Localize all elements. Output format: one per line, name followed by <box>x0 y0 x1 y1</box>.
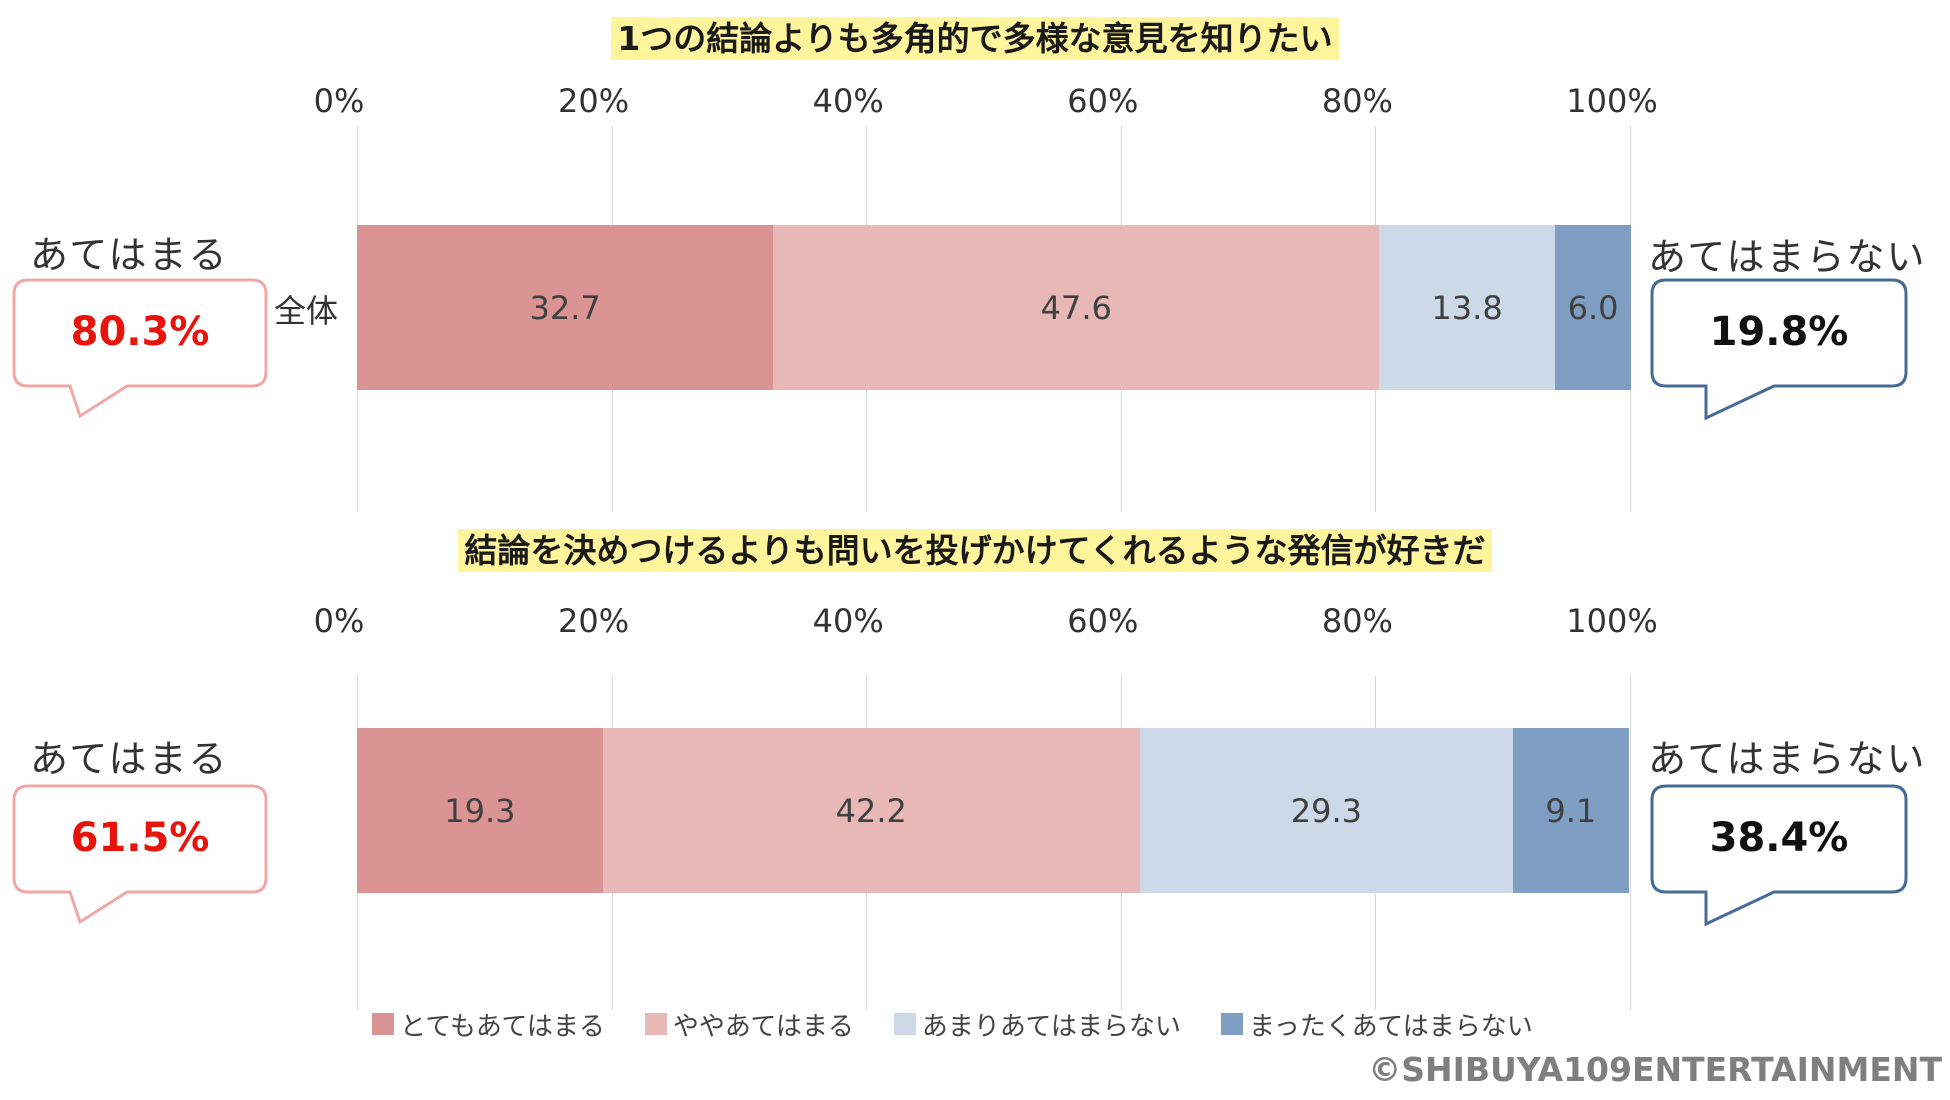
x-tick-label: 80% <box>1321 602 1393 640</box>
data-label: 13.8 <box>1431 288 1503 327</box>
legend-item: とてもあてはまる <box>372 1006 605 1043</box>
legend-swatch <box>1220 1013 1243 1035</box>
disagree-callout-shape <box>1650 784 1908 927</box>
legend-label: あまりあてはまらない <box>921 1011 1181 1042</box>
x-tick-label: 0% <box>313 82 365 120</box>
agree-callout-shape <box>12 278 268 419</box>
data-label: 6.0 <box>1567 288 1619 327</box>
chart-panel-1: 1つの結論よりも多角的で多様な意見を知りたい 全体 あてはまる 80.3% あて… <box>0 0 1950 525</box>
legend-item: まったくあてはまらない <box>1220 1006 1533 1043</box>
disagree-callout-shape <box>1650 278 1908 421</box>
disagree-value: 38.4% <box>1709 815 1849 861</box>
copyright: ©SHIBUYA109ENTERTAINMENT <box>1368 1050 1942 1089</box>
legend: とてもあてはまる ややあてはまる あまりあてはまらない まったくあてはまらない <box>372 1004 1533 1044</box>
category-label: 全体 <box>274 292 339 330</box>
agree-label: あてはまる <box>30 737 229 781</box>
bar-segment: 9.1 <box>1512 728 1629 893</box>
bar-segment: 42.2 <box>602 728 1140 893</box>
legend-item: あまりあてはまらない <box>893 1006 1181 1043</box>
data-label: 47.6 <box>1040 288 1112 327</box>
legend-label: ややあてはまる <box>672 1011 854 1042</box>
agree-value: 80.3% <box>70 309 210 355</box>
disagree-label: あてはまらない <box>1648 235 1927 279</box>
x-tick-label: 100% <box>1566 82 1658 120</box>
agree-value: 61.5% <box>70 815 210 861</box>
data-label: 9.1 <box>1545 791 1597 830</box>
bar-segment: 29.3 <box>1139 728 1513 893</box>
chart-panel-2: 結論を決めつけるよりも問いを投げかけてくれるような発信が好きだ あてはまる 61… <box>0 520 1950 1010</box>
legend-label: まったくあてはまらない <box>1248 1011 1533 1042</box>
bar-segment: 19.3 <box>357 728 603 893</box>
x-tick-label: 40% <box>812 82 884 120</box>
data-label: 19.3 <box>444 791 516 830</box>
gridline <box>1630 676 1631 1010</box>
chart-title: 結論を決めつけるよりも問いを投げかけてくれるような発信が好きだ <box>0 524 1950 572</box>
x-tick-label: 40% <box>812 602 884 640</box>
bar-segment: 32.7 <box>357 225 774 390</box>
data-label: 42.2 <box>835 791 907 830</box>
bar-segment: 6.0 <box>1554 225 1632 390</box>
chart-title: 1つの結論よりも多角的で多様な意見を知りたい <box>0 12 1950 60</box>
disagree-callout: 19.8% <box>1650 278 1908 421</box>
legend-swatch <box>372 1013 394 1035</box>
legend-item: ややあてはまる <box>644 1006 854 1043</box>
agree-callout-shape <box>12 784 268 925</box>
bar-segment: 47.6 <box>773 225 1380 390</box>
x-tick-label: 20% <box>558 82 630 120</box>
agree-label: あてはまる <box>30 233 229 277</box>
legend-swatch <box>644 1013 667 1035</box>
data-label: 29.3 <box>1290 791 1362 830</box>
legend-swatch <box>893 1013 916 1035</box>
x-tick-label: 20% <box>558 602 630 640</box>
x-tick-label: 0% <box>313 602 365 640</box>
x-tick-label: 60% <box>1067 82 1139 120</box>
bar-segment: 13.8 <box>1379 225 1555 390</box>
agree-callout: 80.3% <box>12 278 268 419</box>
x-tick-label: 80% <box>1321 82 1393 120</box>
agree-callout: 61.5% <box>12 784 268 925</box>
x-tick-label: 100% <box>1566 602 1658 640</box>
data-label: 32.7 <box>529 288 601 327</box>
legend-label: とてもあてはまる <box>400 1011 605 1042</box>
disagree-label: あてはまらない <box>1648 737 1927 781</box>
disagree-value: 19.8% <box>1709 309 1849 355</box>
disagree-callout: 38.4% <box>1650 784 1908 927</box>
x-tick-label: 60% <box>1067 602 1139 640</box>
